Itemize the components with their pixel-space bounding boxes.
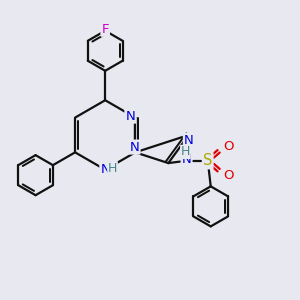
Text: N: N — [130, 141, 140, 154]
Text: H: H — [108, 162, 117, 175]
Text: O: O — [223, 140, 234, 152]
Text: N: N — [125, 110, 135, 123]
Text: N: N — [100, 163, 110, 176]
Text: N: N — [182, 153, 191, 166]
Text: H: H — [181, 146, 190, 158]
Text: O: O — [223, 169, 234, 182]
Text: F: F — [101, 23, 109, 36]
Text: N: N — [184, 134, 194, 147]
Text: S: S — [203, 153, 212, 168]
